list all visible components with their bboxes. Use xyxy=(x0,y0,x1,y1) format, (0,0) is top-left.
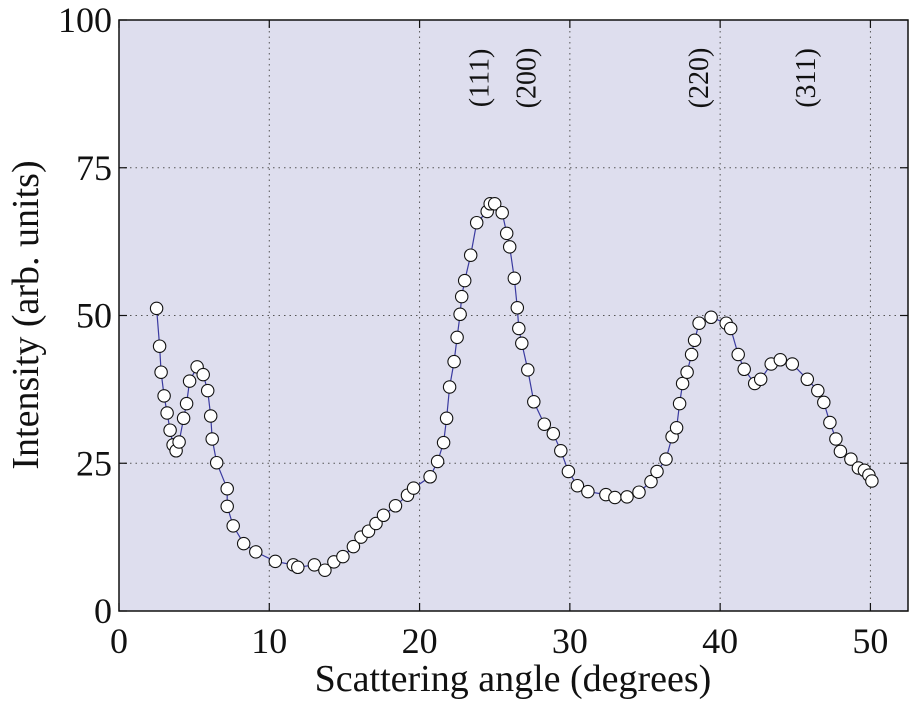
peak-label: (220) xyxy=(684,48,715,109)
data-point xyxy=(465,249,477,261)
x-tick-label: 50 xyxy=(852,621,888,661)
data-point xyxy=(866,475,878,487)
data-point xyxy=(725,322,737,334)
x-tick-label: 30 xyxy=(552,621,588,661)
data-point xyxy=(516,337,528,349)
data-point xyxy=(513,322,525,334)
data-point xyxy=(755,373,767,385)
x-tick-label: 20 xyxy=(402,621,438,661)
data-point xyxy=(732,348,744,360)
data-point xyxy=(456,290,468,302)
data-point xyxy=(202,384,214,396)
data-point xyxy=(221,500,233,512)
data-point xyxy=(801,373,813,385)
peak-label: (311) xyxy=(791,48,822,108)
data-point xyxy=(440,412,452,424)
data-point xyxy=(173,436,185,448)
data-point xyxy=(504,241,516,253)
data-point xyxy=(221,483,233,495)
data-point xyxy=(676,377,688,389)
data-point xyxy=(786,358,798,370)
data-point xyxy=(547,428,559,440)
data-point xyxy=(377,509,389,521)
data-point xyxy=(812,384,824,396)
y-tick-label: 0 xyxy=(94,591,112,631)
data-point xyxy=(582,485,594,497)
data-point xyxy=(158,390,170,402)
data-point xyxy=(292,561,304,573)
data-point xyxy=(651,465,663,477)
data-point xyxy=(424,471,436,483)
data-point xyxy=(562,465,574,477)
data-point xyxy=(609,491,621,503)
data-point xyxy=(459,274,471,286)
data-point xyxy=(685,348,697,360)
data-point xyxy=(177,412,189,424)
data-point xyxy=(496,207,508,219)
data-point xyxy=(834,445,846,457)
data-point xyxy=(250,546,262,558)
data-point xyxy=(161,407,173,419)
data-point xyxy=(824,416,836,428)
data-point xyxy=(471,217,483,229)
peak-label: (200) xyxy=(511,48,542,109)
data-point xyxy=(337,550,349,562)
data-point xyxy=(501,227,513,239)
data-point xyxy=(830,433,842,445)
peak-label: (111) xyxy=(465,49,496,108)
data-point xyxy=(269,555,281,567)
data-point xyxy=(633,486,645,498)
data-point xyxy=(688,334,700,346)
data-point xyxy=(670,422,682,434)
data-point xyxy=(443,381,455,393)
data-point xyxy=(528,396,540,408)
data-point xyxy=(522,364,534,376)
data-point xyxy=(431,455,443,467)
data-point xyxy=(238,537,250,549)
data-point xyxy=(693,317,705,329)
data-point xyxy=(180,397,192,409)
data-point xyxy=(681,366,693,378)
data-point xyxy=(205,410,217,422)
x-axis-title: Scattering angle (degrees) xyxy=(315,658,712,700)
data-point xyxy=(511,302,523,314)
data-point xyxy=(153,340,165,352)
data-point xyxy=(705,311,717,323)
data-point xyxy=(738,363,750,375)
y-axis-title: Intensity (arb. units) xyxy=(5,160,47,469)
data-point xyxy=(155,366,167,378)
data-point xyxy=(774,354,786,366)
x-tick-label: 10 xyxy=(251,621,287,661)
data-point xyxy=(150,302,162,314)
data-point xyxy=(660,453,672,465)
data-point xyxy=(621,491,633,503)
data-point xyxy=(673,397,685,409)
data-point xyxy=(448,355,460,367)
data-point xyxy=(407,482,419,494)
y-tick-label: 25 xyxy=(76,443,112,483)
x-tick-label: 0 xyxy=(110,621,128,661)
data-point xyxy=(206,433,218,445)
data-point xyxy=(818,396,830,408)
data-point xyxy=(451,331,463,343)
data-point xyxy=(197,368,209,380)
data-point xyxy=(389,500,401,512)
data-point xyxy=(437,436,449,448)
data-point xyxy=(183,375,195,387)
y-tick-label: 75 xyxy=(76,148,112,188)
data-point xyxy=(164,424,176,436)
data-point xyxy=(211,457,223,469)
y-tick-label: 100 xyxy=(58,0,112,40)
data-point xyxy=(227,520,239,532)
data-point xyxy=(454,308,466,320)
data-point xyxy=(538,418,550,430)
data-point xyxy=(555,445,567,457)
y-tick-label: 50 xyxy=(76,296,112,336)
x-tick-label: 40 xyxy=(702,621,738,661)
data-point xyxy=(508,272,520,284)
